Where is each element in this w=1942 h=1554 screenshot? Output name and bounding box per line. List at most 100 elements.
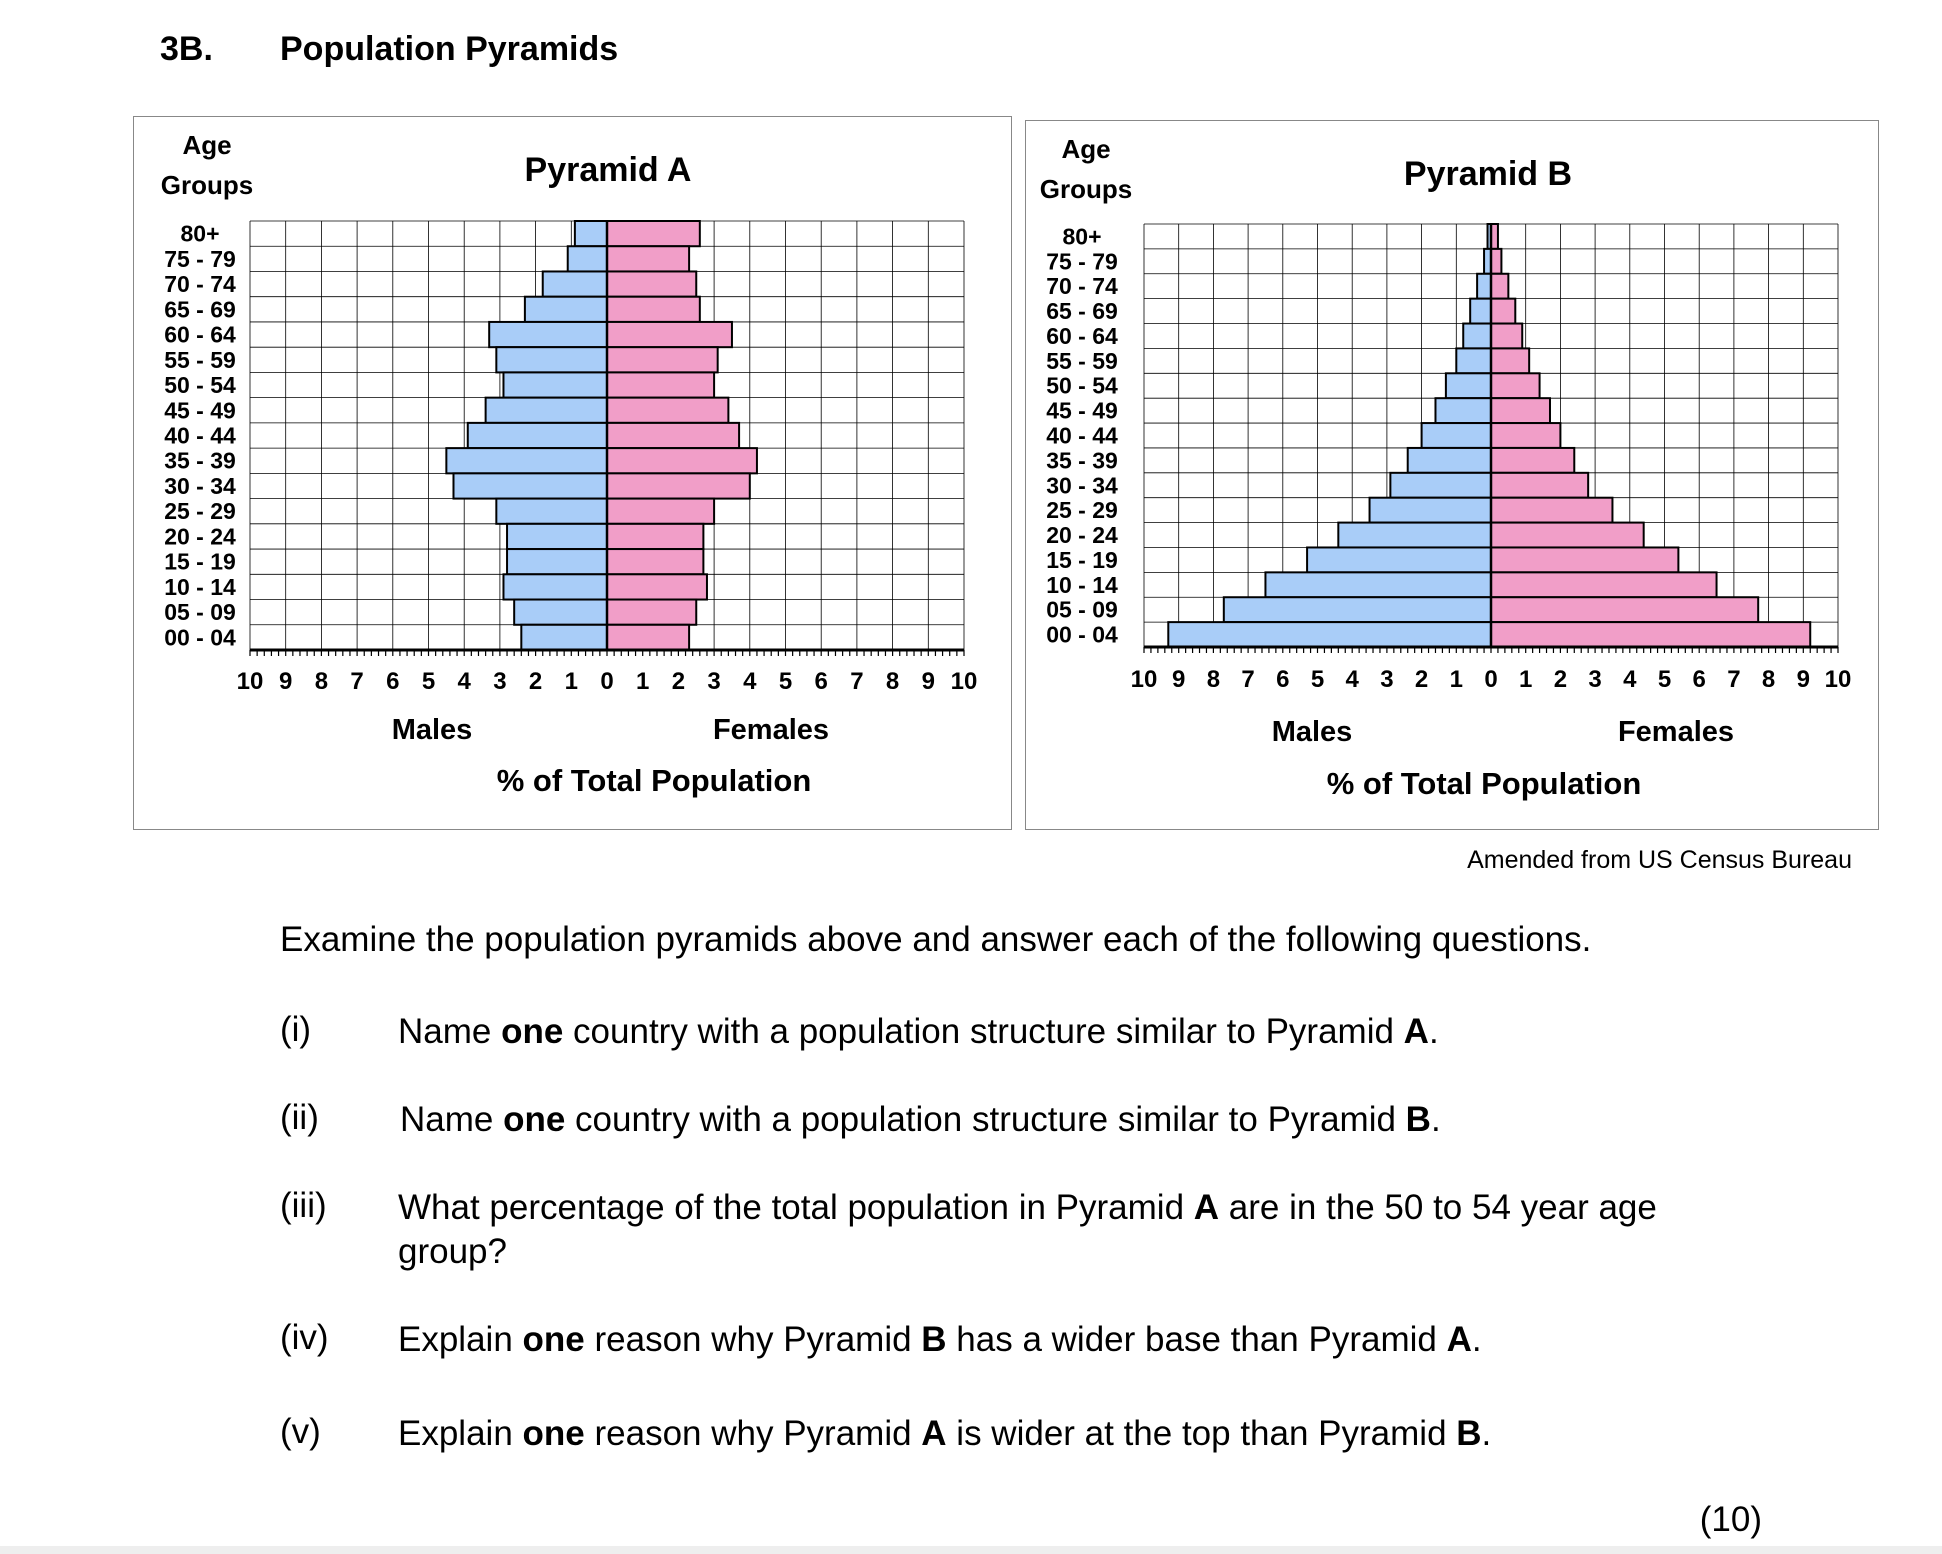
question-text: Explain one reason why Pyramid B has a w…	[398, 1320, 1482, 1359]
female-bar	[606, 421, 741, 450]
x-tick-label: 2	[529, 668, 542, 695]
age-group-label: 20 - 24	[1046, 522, 1118, 548]
x-tick-label: 5	[422, 668, 435, 695]
female-bar	[1490, 347, 1531, 375]
age-group-label: 60 - 64	[1046, 323, 1118, 349]
x-tick-label: 6	[815, 668, 828, 695]
age-group-label: 15 - 19	[1046, 547, 1118, 573]
male-bar	[1337, 521, 1492, 549]
male-bar	[1389, 471, 1492, 499]
age-group-label: 65 - 69	[1046, 298, 1118, 324]
x-tick-label: 0	[1484, 666, 1497, 693]
x-axis-title: % of Total Population	[1327, 766, 1642, 801]
question-text: Name one country with a population struc…	[400, 1100, 1441, 1139]
x-tick-label: 4	[458, 668, 472, 695]
age-group-label: 80+	[180, 221, 219, 247]
female-bar	[1490, 372, 1541, 400]
x-tick-label: 7	[1727, 666, 1740, 693]
age-group-label: 70 - 74	[164, 271, 236, 297]
male-bar	[566, 245, 609, 273]
marks-total: (10)	[1699, 1500, 1762, 1539]
female-bar	[1490, 297, 1517, 325]
female-bar	[1490, 446, 1576, 474]
age-group-label: 40 - 44	[164, 423, 236, 449]
female-bar	[606, 497, 716, 525]
section-number: 3B.	[160, 30, 213, 68]
pyramid-b-panel: Pyramid B Age Groups 80+ 75 - 79 70 - 74 65 - …	[1025, 120, 1879, 830]
age-group-label: 00 - 04	[1046, 622, 1118, 648]
x-axis-title: % of Total Population	[497, 763, 812, 798]
female-bar	[606, 245, 691, 273]
age-group-label: 10 - 14	[1046, 572, 1118, 598]
age-group-label: 55 - 59	[164, 347, 236, 373]
male-bar	[466, 421, 608, 450]
female-bar	[1490, 571, 1718, 599]
male-bar	[520, 623, 609, 652]
source-credit: Amended from US Census Bureau	[1467, 846, 1852, 874]
age-group-label: 55 - 59	[1046, 348, 1118, 374]
male-bar	[1434, 397, 1493, 425]
x-tick-label: 6	[386, 668, 399, 695]
female-bar	[606, 346, 719, 374]
female-bar	[606, 396, 730, 424]
females-label: Females	[1618, 716, 1734, 748]
x-tick-label: 2	[1554, 666, 1567, 693]
female-bar	[606, 220, 701, 248]
question-number: (iii)	[280, 1186, 327, 1225]
male-bar	[1476, 272, 1492, 300]
male-bar	[513, 598, 608, 626]
x-tick-label: 4	[1346, 666, 1360, 693]
age-group-label: 15 - 19	[164, 549, 236, 575]
age-group-label: 25 - 29	[1046, 497, 1118, 523]
x-tick-label: 3	[493, 668, 506, 695]
question-number: (v)	[280, 1412, 321, 1451]
female-bar	[1490, 546, 1680, 574]
female-bar	[1490, 422, 1562, 449]
male-bar	[1167, 621, 1492, 648]
x-tick-label: 8	[1762, 666, 1775, 693]
x-tick-label: 7	[350, 668, 363, 695]
age-group-label: 75 - 79	[1046, 248, 1118, 274]
x-tick-label: 10	[951, 668, 978, 695]
female-bar	[606, 320, 733, 349]
female-bar	[1490, 247, 1503, 275]
female-bar	[1490, 471, 1590, 499]
x-tick-label: 9	[922, 668, 935, 695]
x-tick-label: 9	[279, 668, 292, 695]
age-group-label: 10 - 14	[164, 574, 236, 600]
x-tick-label: 5	[779, 668, 792, 695]
male-bar	[495, 346, 608, 374]
x-tick-label: 6	[1276, 666, 1289, 693]
x-tick-label: 4	[1623, 666, 1637, 693]
age-group-label: 60 - 64	[164, 322, 236, 348]
age-groups-header: Age	[1061, 134, 1110, 164]
age-group-label: 45 - 49	[1046, 398, 1118, 424]
age-group-label: 30 - 34	[164, 473, 236, 499]
female-bar	[1490, 521, 1645, 549]
male-bar	[506, 522, 609, 551]
male-bar	[573, 220, 608, 248]
age-group-label: 50 - 54	[164, 372, 236, 398]
male-bar	[1368, 496, 1492, 524]
age-group-label: 05 - 09	[1046, 597, 1118, 623]
x-tick-label: 9	[1797, 666, 1810, 693]
x-tick-label: 7	[850, 668, 863, 695]
female-bar	[606, 548, 705, 576]
age-groups-header: Groups	[161, 170, 253, 200]
x-tick-label: 2	[672, 668, 685, 695]
question-text: Name one country with a population struc…	[398, 1012, 1439, 1051]
age-group-label: 75 - 79	[164, 246, 236, 272]
age-group-label: 50 - 54	[1046, 373, 1118, 399]
female-bar	[1490, 272, 1510, 300]
male-bar	[1462, 322, 1492, 350]
x-tick-label: 1	[1450, 666, 1463, 693]
male-bar	[1469, 297, 1492, 325]
age-group-label: 05 - 09	[164, 599, 236, 625]
chart-title: Pyramid A	[525, 151, 692, 189]
x-tick-label: 10	[1131, 666, 1158, 693]
age-group-label: 70 - 74	[1046, 273, 1118, 299]
males-label: Males	[392, 714, 473, 746]
x-tick-label: 8	[315, 668, 328, 695]
x-tick-label: 8	[886, 668, 899, 695]
